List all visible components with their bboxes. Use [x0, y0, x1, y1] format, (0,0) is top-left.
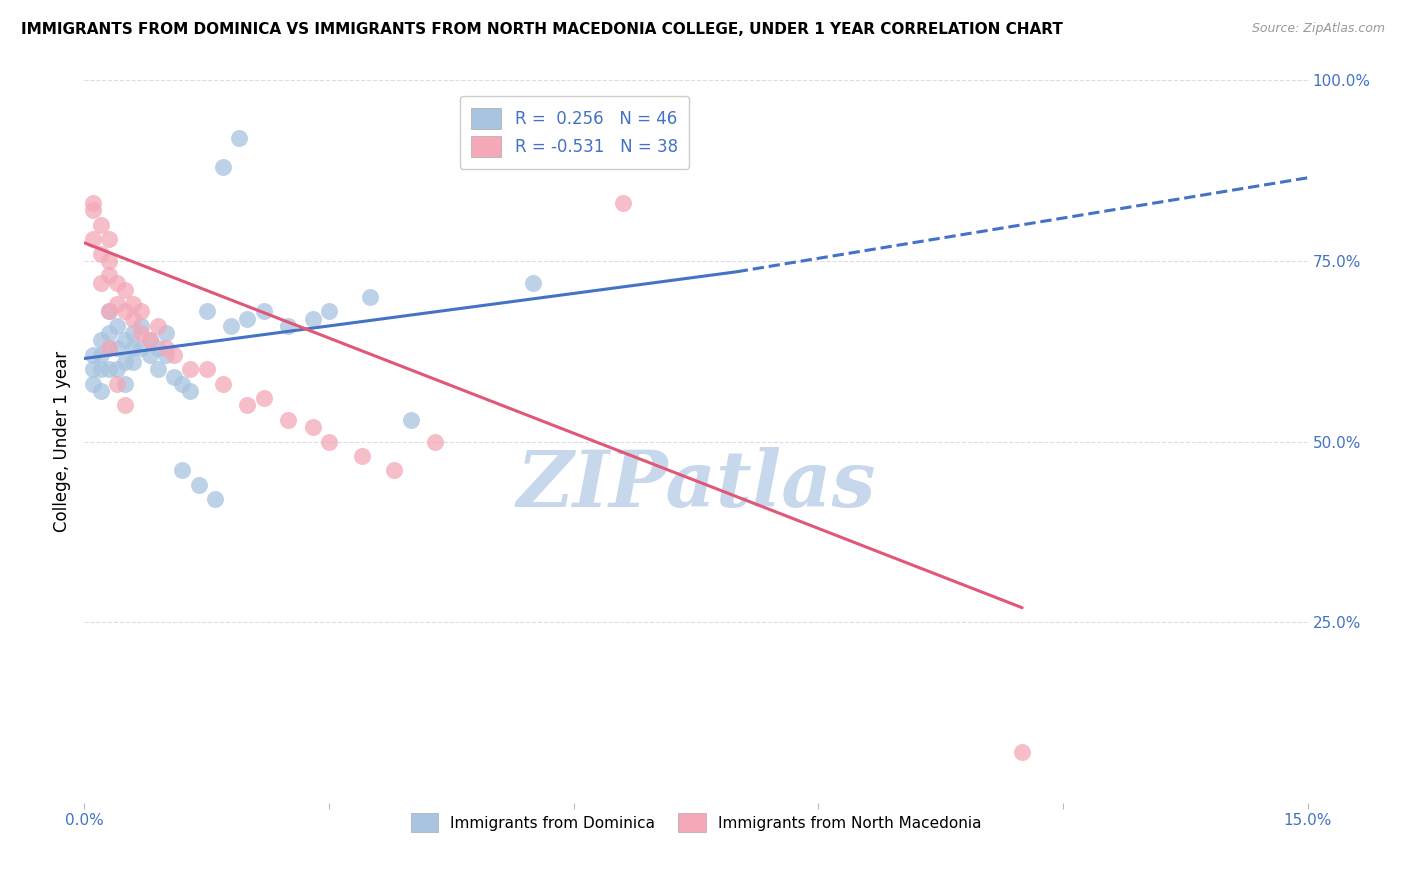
Point — [253, 304, 276, 318]
Point — [131, 326, 153, 340]
Point — [301, 311, 323, 326]
Point — [114, 304, 136, 318]
Point — [155, 341, 177, 355]
Point — [212, 160, 235, 174]
Point — [97, 304, 120, 318]
Point — [114, 334, 136, 348]
Point — [146, 362, 169, 376]
Y-axis label: College, Under 1 year: College, Under 1 year — [53, 351, 72, 533]
Point — [105, 297, 128, 311]
Point — [82, 348, 104, 362]
Point — [97, 326, 120, 340]
Point — [350, 449, 373, 463]
Point — [179, 362, 201, 376]
Point — [90, 362, 112, 376]
Point — [105, 376, 128, 391]
Point — [114, 398, 136, 412]
Point — [131, 318, 153, 333]
Point — [253, 391, 276, 405]
Point — [277, 318, 299, 333]
Legend: Immigrants from Dominica, Immigrants from North Macedonia: Immigrants from Dominica, Immigrants fro… — [405, 806, 987, 838]
Point — [179, 384, 201, 398]
Point — [82, 203, 104, 218]
Text: ZIPatlas: ZIPatlas — [516, 447, 876, 523]
Point — [105, 341, 128, 355]
Point — [105, 318, 128, 333]
Point — [90, 384, 112, 398]
Point — [138, 334, 160, 348]
Point — [90, 334, 112, 348]
Point — [195, 304, 218, 318]
Point — [97, 232, 120, 246]
Point — [204, 492, 226, 507]
Point — [172, 463, 194, 477]
Point — [172, 376, 194, 391]
Point — [212, 376, 235, 391]
Point — [612, 196, 634, 211]
Point — [122, 341, 145, 355]
Point — [131, 341, 153, 355]
Point — [82, 362, 104, 376]
Point — [122, 311, 145, 326]
Point — [105, 362, 128, 376]
Point — [318, 304, 340, 318]
Point — [90, 246, 112, 260]
Point — [82, 232, 104, 246]
Point — [146, 318, 169, 333]
Point — [423, 434, 446, 449]
Point — [382, 463, 405, 477]
Point — [163, 369, 186, 384]
Point — [399, 413, 422, 427]
Point — [219, 318, 242, 333]
Point — [97, 253, 120, 268]
Point — [277, 413, 299, 427]
Point — [195, 362, 218, 376]
Point — [359, 290, 381, 304]
Point — [90, 276, 112, 290]
Point — [114, 283, 136, 297]
Point — [105, 276, 128, 290]
Point — [114, 376, 136, 391]
Text: IMMIGRANTS FROM DOMINICA VS IMMIGRANTS FROM NORTH MACEDONIA COLLEGE, UNDER 1 YEA: IMMIGRANTS FROM DOMINICA VS IMMIGRANTS F… — [21, 22, 1063, 37]
Point — [138, 348, 160, 362]
Point — [301, 420, 323, 434]
Point — [122, 355, 145, 369]
Point — [236, 311, 259, 326]
Point — [114, 355, 136, 369]
Text: Source: ZipAtlas.com: Source: ZipAtlas.com — [1251, 22, 1385, 36]
Point — [122, 297, 145, 311]
Point — [228, 131, 250, 145]
Point — [122, 326, 145, 340]
Point — [236, 398, 259, 412]
Point — [82, 196, 104, 211]
Point — [146, 341, 169, 355]
Point — [97, 304, 120, 318]
Point — [155, 326, 177, 340]
Point — [522, 276, 544, 290]
Point — [1011, 745, 1033, 759]
Point — [155, 348, 177, 362]
Point — [97, 341, 120, 355]
Point — [82, 376, 104, 391]
Point — [138, 334, 160, 348]
Point — [187, 478, 209, 492]
Point — [131, 304, 153, 318]
Point — [97, 362, 120, 376]
Point — [97, 341, 120, 355]
Point — [163, 348, 186, 362]
Point — [97, 268, 120, 283]
Point — [90, 218, 112, 232]
Point — [318, 434, 340, 449]
Point — [90, 348, 112, 362]
